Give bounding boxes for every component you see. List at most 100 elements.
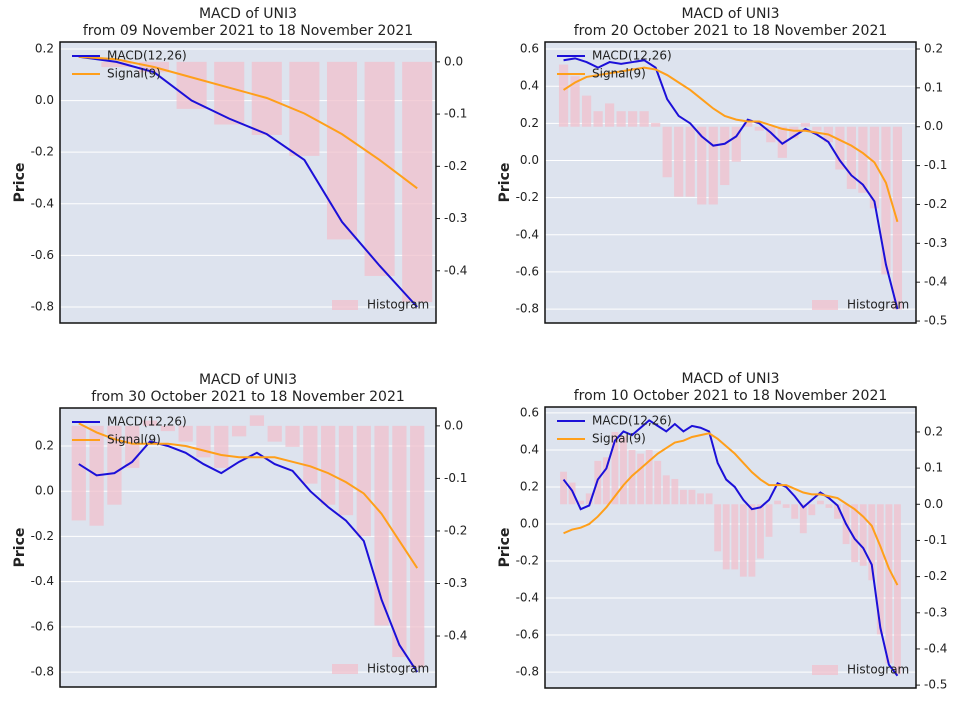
y2-tick-label: 0.0 xyxy=(444,418,463,432)
chart-title: MACD of UNI3 xyxy=(681,371,779,387)
histogram-bar xyxy=(585,493,593,505)
histogram-bar xyxy=(679,489,687,505)
chart-title: MACD of UNI3 xyxy=(681,6,779,22)
histogram-bar xyxy=(71,425,86,521)
histogram-bar xyxy=(869,126,880,209)
legend-label: Histogram xyxy=(847,663,909,677)
histogram-bar xyxy=(620,435,627,505)
histogram-bar xyxy=(754,126,764,131)
plot-frame xyxy=(544,41,917,324)
histogram-bar xyxy=(812,126,822,131)
histogram-bar xyxy=(722,504,730,570)
legend-label: Signal(9) xyxy=(592,67,646,81)
y-tick-label: 0.2 xyxy=(35,438,54,452)
histogram-bar xyxy=(356,425,371,537)
histogram-bar xyxy=(835,126,845,170)
histogram-bar xyxy=(799,504,807,534)
y-tick-label: 0.0 xyxy=(35,93,54,107)
histogram-bar xyxy=(662,126,672,178)
histogram-bar xyxy=(714,504,722,552)
y-tick-label: -0.8 xyxy=(516,302,539,316)
histogram-bar xyxy=(214,61,245,125)
histogram-bar xyxy=(364,61,395,276)
histogram-bar xyxy=(876,504,884,635)
histogram-bar xyxy=(637,453,645,505)
y-tick-label: 0.0 xyxy=(520,516,539,530)
y-tick-label: 0.2 xyxy=(520,116,539,130)
histogram-bar xyxy=(160,425,175,432)
histogram-bar xyxy=(774,500,782,505)
legend-label: Signal(9) xyxy=(592,432,646,446)
histogram-bar xyxy=(885,504,893,664)
legend-label: Signal(9) xyxy=(107,433,161,447)
histogram-bar xyxy=(568,482,576,505)
line xyxy=(78,55,418,190)
histogram-bar xyxy=(825,504,833,508)
histogram-bar xyxy=(685,126,695,197)
histogram-bar xyxy=(639,111,649,127)
histogram-bar xyxy=(858,126,868,193)
legend-label: MACD(12,26) xyxy=(107,49,187,63)
histogram-bar xyxy=(777,126,787,158)
line xyxy=(78,55,418,308)
line xyxy=(78,422,419,569)
histogram-bar xyxy=(410,425,425,668)
y2-tick-label: -0.5 xyxy=(924,678,947,692)
histogram-bar xyxy=(560,471,567,505)
y2-tick-label: -0.4 xyxy=(444,629,467,643)
y2-tick-label: -0.5 xyxy=(924,314,947,328)
y2-tick-label: 0.2 xyxy=(924,41,943,55)
y-tick-label: -0.4 xyxy=(516,227,539,241)
y-tick-label: -0.2 xyxy=(516,190,539,204)
histogram-bar xyxy=(176,61,207,109)
histogram-bar xyxy=(402,61,433,303)
histogram-bar xyxy=(766,126,776,143)
y2-tick-label: 0.0 xyxy=(924,119,943,133)
histogram-bar xyxy=(628,111,638,127)
histogram-bar xyxy=(249,415,265,426)
y2-tick-label: -0.2 xyxy=(924,569,947,583)
histogram-bar xyxy=(894,504,901,675)
histogram-bar xyxy=(593,111,603,127)
histogram-bar xyxy=(654,460,662,505)
line xyxy=(563,66,899,223)
y-tick-label: -0.6 xyxy=(31,619,54,633)
y-axis-label: Price xyxy=(497,163,513,203)
histogram-bar xyxy=(602,457,610,505)
y2-tick-label: -0.2 xyxy=(444,159,467,173)
plot-area xyxy=(60,408,436,687)
chart-title: MACD of UNI3 xyxy=(199,372,297,388)
y2-tick-label: -0.3 xyxy=(924,236,947,250)
y2-tick-label: -0.1 xyxy=(444,471,467,485)
histogram-bar xyxy=(851,504,859,563)
histogram-bar xyxy=(731,504,739,570)
histogram-bar xyxy=(697,493,704,505)
y2-tick-label: -0.1 xyxy=(924,533,947,547)
histogram-bar xyxy=(558,64,569,127)
y2-tick-label: 0.1 xyxy=(924,80,943,94)
legend-swatch xyxy=(812,665,838,675)
y-tick-label: 0.0 xyxy=(520,153,539,167)
histogram-bar xyxy=(671,478,679,505)
histogram-bar xyxy=(570,76,580,127)
y2-tick-label: 0.0 xyxy=(924,497,943,511)
histogram-bar xyxy=(881,126,891,275)
y-tick-label: 0.6 xyxy=(520,405,539,419)
line xyxy=(563,57,899,310)
histogram-bar xyxy=(651,122,661,127)
histogram-bar xyxy=(789,126,799,139)
y2-tick-label: -0.3 xyxy=(444,211,467,225)
histogram-bar xyxy=(720,126,730,186)
histogram-bar xyxy=(662,475,670,505)
line xyxy=(563,432,899,586)
y2-tick-label: -0.4 xyxy=(444,263,467,277)
histogram-bar xyxy=(757,504,764,559)
y2-tick-label: -0.4 xyxy=(924,275,947,289)
histogram-bar xyxy=(142,420,158,426)
histogram-bar xyxy=(604,103,615,127)
y-axis-label: Price xyxy=(12,163,28,203)
histogram-bar xyxy=(581,95,592,127)
y2-tick-label: -0.4 xyxy=(924,641,947,655)
histogram-bar xyxy=(338,425,354,516)
y-tick-label: -0.4 xyxy=(31,196,54,210)
